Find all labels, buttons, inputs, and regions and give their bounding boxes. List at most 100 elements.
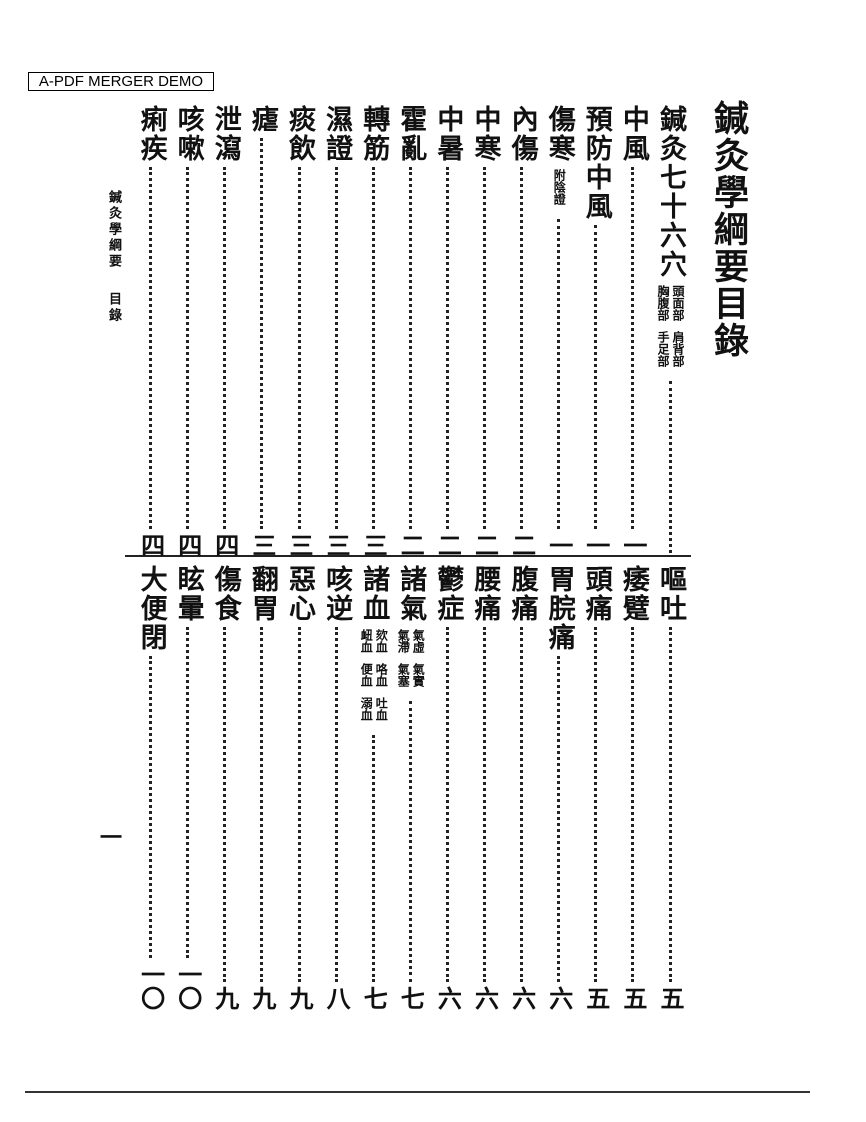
entry-title: 腹痛 — [506, 565, 538, 623]
annotation-line: 胸腹部手足部 — [655, 285, 670, 377]
annotation-text: 氣滯 — [396, 629, 411, 653]
dot-leader — [334, 627, 338, 982]
toc-entry: 翻胃九 — [245, 565, 279, 1010]
dot-leader — [483, 627, 486, 982]
dot-leader — [371, 167, 375, 529]
entry-title: 霍亂 — [395, 105, 427, 163]
entry-annotation: 頭面部肩背部 胸腹部手足部 — [655, 285, 685, 377]
dot-leader — [223, 627, 227, 982]
entry-title: 翻胃 — [246, 565, 278, 623]
annotation-line: 氣虛氣實 — [410, 629, 425, 697]
margin-book-title: 鍼灸學綱要 — [106, 190, 121, 270]
annotation-text: 咯血 — [374, 663, 389, 687]
section-divider — [125, 555, 691, 557]
entry-annotation: 欬血咯血吐血 衄血便血溺血 — [358, 629, 388, 731]
annotation-text: 便血 — [359, 663, 374, 687]
dot-leader — [631, 627, 635, 982]
entry-title: 惡心 — [284, 565, 315, 623]
dot-leader — [223, 167, 227, 529]
dot-leader — [445, 627, 449, 982]
entry-page-number: 二 — [433, 533, 463, 557]
dot-leader — [371, 735, 375, 982]
annotation-text: 手足部 — [656, 331, 670, 367]
toc-entry: 傷食九 — [208, 565, 242, 1010]
margin-header: 鍼灸學綱要目錄 — [104, 190, 123, 324]
entry-title: 中風 — [617, 105, 649, 163]
entry-title: 濕證 — [321, 105, 353, 163]
footer-rule — [25, 1091, 810, 1093]
entry-title: 咳嗽 — [172, 105, 204, 163]
toc-entry: 鬱症六 — [430, 565, 464, 1010]
annotation-text: 氣虛 — [411, 629, 426, 653]
entry-title: 預防中風 — [580, 105, 612, 221]
toc-entry: 咳嗽四 — [171, 105, 205, 557]
entry-title: 咳逆 — [321, 565, 353, 623]
toc-entry: 大便閉 一〇 — [134, 565, 168, 1010]
entry-page-number: 一 — [618, 533, 648, 557]
dot-leader — [297, 167, 301, 529]
toc-entry: 痢疾四 — [134, 105, 168, 557]
toc-entry: 中暑二 — [430, 105, 464, 557]
annotation-text: 欬血 — [374, 629, 389, 653]
dot-leader — [445, 167, 449, 529]
entry-title: 胃脘痛 — [543, 565, 575, 652]
entry-title: 痰飲 — [284, 105, 315, 163]
entry-title: 頭痛 — [580, 565, 612, 623]
dot-leader — [149, 167, 153, 529]
toc-entry: 惡心九 — [282, 565, 316, 1010]
dot-leader — [297, 627, 301, 982]
dot-leader — [594, 225, 598, 529]
entry-title: 大便閉 — [135, 565, 167, 652]
toc-entry: 胃脘痛六 — [542, 565, 576, 1010]
entry-page-number: 五 — [618, 986, 648, 1010]
annotation-text: 氣實 — [411, 663, 426, 687]
entry-page-number: 三 — [285, 533, 314, 557]
entry-annotation: 氣虛氣實 氣滯氣塞 — [395, 629, 425, 697]
dot-leader — [186, 627, 190, 958]
toc-entry: 嘔吐五 — [653, 565, 687, 1010]
entry-title: 轉筋 — [358, 105, 390, 163]
toc-entry: 腹痛六 — [505, 565, 539, 1010]
entry-title: 瘧 — [246, 105, 278, 134]
toc-entry: 轉筋三 — [356, 105, 390, 557]
dot-leader — [408, 167, 412, 529]
toc-entry: 鍼灸七十六穴 頭面部肩背部 胸腹部手足部 — [653, 105, 687, 557]
toc-entry: 預防中風一 — [579, 105, 613, 557]
toc-entry: 頭痛五 — [579, 565, 613, 1010]
entry-title: 鬱症 — [432, 565, 464, 623]
toc-entry: 中寒二 — [468, 105, 502, 557]
annotation-text: 附陰證 — [552, 169, 567, 205]
toc-entry: 痰飲三 — [282, 105, 316, 557]
entry-title: 中寒 — [469, 105, 501, 163]
entry-page-number: 五 — [581, 986, 611, 1010]
entry-title: 泄瀉 — [209, 105, 241, 163]
dot-leader — [631, 167, 635, 529]
toc-entry: 內傷二 — [505, 105, 539, 557]
entry-page-number: 三 — [359, 533, 389, 557]
entry-title: 傷寒 — [543, 105, 575, 163]
annotation-line: 頭面部肩背部 — [670, 285, 685, 377]
toc-entry: 腰痛六 — [468, 565, 502, 1010]
entry-page-number: 二 — [470, 533, 500, 557]
toc-entry: 諸血 欬血咯血吐血 衄血便血溺血七 — [356, 565, 390, 1010]
entry-annotation: 附陰證 — [551, 169, 566, 215]
dot-leader — [594, 627, 598, 982]
entry-title: 內傷 — [506, 105, 538, 163]
toc-entry: 泄瀉四 — [208, 105, 242, 557]
toc-entry: 霍亂二 — [393, 105, 427, 557]
toc-entry: 諸氣 氣虛氣實 氣滯氣塞七 — [393, 565, 427, 1010]
toc-entry: 瘧三 — [245, 105, 279, 557]
annotation-text: 溺血 — [359, 697, 374, 721]
entry-page-number: 四 — [173, 533, 203, 557]
annotation-text: 衄血 — [359, 629, 374, 653]
entry-page-number: 六 — [470, 986, 500, 1010]
annotation-text: 肩背部 — [671, 331, 685, 367]
entry-page-number: 六 — [544, 986, 574, 1010]
dot-leader — [668, 627, 672, 982]
entry-page-number: 七 — [396, 986, 426, 1010]
dot-leader — [557, 656, 561, 982]
entry-title: 痿躄 — [617, 565, 649, 623]
entry-page-number: 一〇 — [136, 962, 166, 1010]
annotation-line: 衄血便血溺血 — [358, 629, 373, 731]
margin-section-title: 目錄 — [106, 292, 121, 324]
